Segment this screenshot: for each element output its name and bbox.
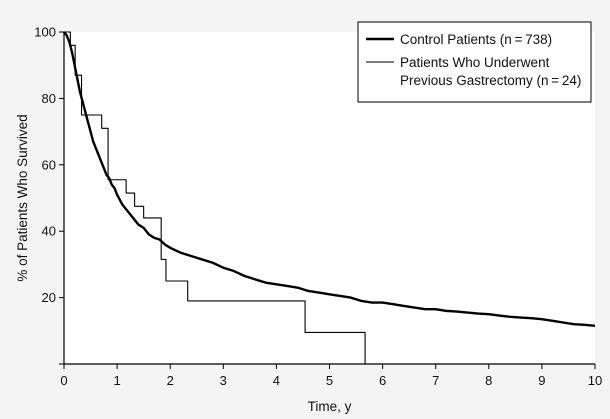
legend-label-control: Control Patients (n = 738) [400,32,552,47]
y-tick-label: 40 [42,224,56,239]
series-line-gastrectomy-patients [64,31,366,364]
series-line-control-patients [63,31,596,328]
x-tick-label: 7 [432,373,439,388]
x-tick-label: 3 [220,373,227,388]
legend-label-gastrectomy-line1: Patients Who Underwent [400,55,550,70]
y-axis-label: % of Patients Who Survived [15,114,30,281]
x-tick-label: 5 [326,373,333,388]
x-tick-label: 10 [588,373,602,388]
x-tick-label: 0 [60,373,67,388]
legend-box [357,21,592,103]
x-tick-label: 6 [379,373,386,388]
legend-label-gastrectomy-line2: Previous Gastrectomy (n = 24) [400,73,581,88]
x-tick-label: 9 [538,373,545,388]
legend: Control Patients (n = 738) Patients Who U… [357,21,592,103]
y-tick-label: 80 [42,91,56,106]
x-tick-label: 2 [167,373,174,388]
ticks-layer: 0 1 2 3 4 5 6 7 8 9 10 20 40 60 80 100 [34,25,602,389]
x-axis-label: Time, y [308,399,352,414]
y-tick-label: 100 [34,25,56,40]
x-tick-label: 4 [273,373,280,388]
x-tick-label: 8 [485,373,492,388]
series-layer [63,31,596,364]
x-tick-label: 1 [113,373,120,388]
y-tick-label: 20 [42,290,56,305]
y-tick-label: 60 [42,157,56,172]
